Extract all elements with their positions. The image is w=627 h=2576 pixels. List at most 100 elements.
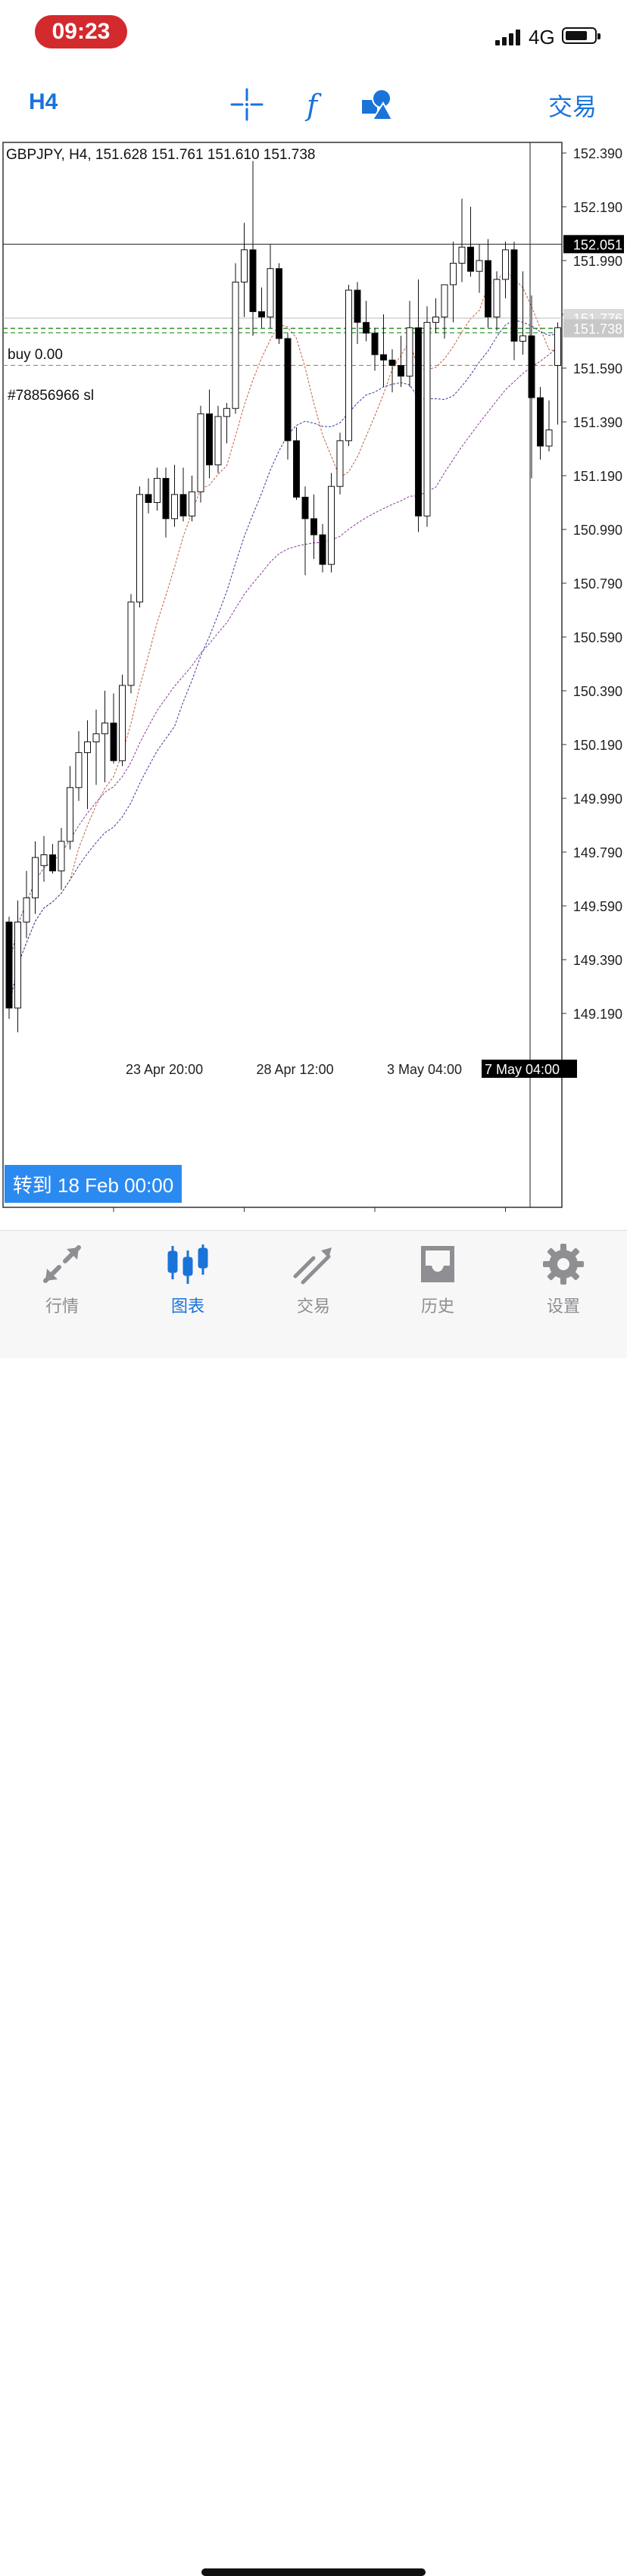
indicators-icon[interactable]: f: [295, 88, 329, 122]
candle: [319, 523, 326, 573]
quotes-icon: [39, 1241, 85, 1287]
candle-body: [354, 289, 361, 323]
candle: [101, 691, 108, 782]
candle-body: [223, 407, 230, 417]
candle: [502, 242, 509, 298]
candle-body: [67, 787, 73, 842]
candle: [310, 494, 317, 560]
price-tick-label: 149.190: [573, 1007, 622, 1022]
candle-body: [136, 494, 143, 603]
candle-body: [406, 327, 413, 377]
candle: [398, 336, 404, 387]
candle: [154, 467, 161, 511]
candle-body: [502, 249, 509, 280]
candle-body: [162, 478, 170, 520]
candle: [519, 271, 526, 355]
candle: [58, 828, 65, 890]
tab-quotes[interactable]: 行情: [17, 1241, 108, 1325]
tab-chart[interactable]: 图表: [142, 1241, 233, 1325]
candle: [528, 295, 535, 479]
candle-body: [267, 268, 274, 318]
candle: [284, 333, 292, 460]
price-tick-label: 149.790: [573, 845, 622, 860]
timeframe-button[interactable]: H4: [29, 89, 58, 114]
candle-body: [101, 723, 108, 735]
candle: [49, 844, 56, 874]
ma-mid-line: [8, 319, 558, 1008]
price-tick-label: 150.390: [573, 684, 622, 699]
tab-trade[interactable]: 交易: [268, 1241, 359, 1325]
goto-date-button[interactable]: 转到 18 Feb 00:00: [5, 1165, 182, 1203]
candle: [485, 239, 491, 328]
candle-body: [371, 333, 379, 355]
price-tick-label: 150.990: [573, 523, 622, 538]
candle-body: [23, 897, 30, 923]
home-indicator: [201, 2568, 426, 2576]
candle: [179, 467, 187, 522]
candle-body: [467, 246, 474, 272]
candle-body: [423, 322, 431, 517]
candle: [75, 731, 83, 801]
order-label: buy 0.00: [8, 347, 63, 363]
crosshair-price-label: 152.051: [573, 237, 622, 252]
chart-canvas[interactable]: 152.390152.190151.990151.790151.590151.3…: [0, 138, 627, 1212]
tab-label: 历史: [420, 1297, 454, 1316]
candle-body: [92, 733, 100, 742]
objects-icon[interactable]: [360, 88, 394, 121]
candle: [197, 405, 204, 503]
candle-body: [510, 249, 518, 342]
price-tick-label: 149.390: [573, 953, 622, 968]
candles-icon: [165, 1241, 211, 1287]
candle: [545, 400, 553, 452]
candle-body: [284, 338, 292, 442]
candle-body: [432, 317, 439, 323]
price-tick-label: 149.990: [573, 792, 622, 807]
candle: [345, 284, 352, 446]
candle: [67, 766, 73, 850]
price-chart[interactable]: 152.390152.190151.990151.790151.590151.3…: [0, 138, 627, 1212]
candle-body: [276, 268, 282, 339]
tab-label: 图表: [170, 1297, 204, 1316]
tab-settings[interactable]: 设置: [518, 1241, 609, 1325]
ask-price-label-bg: [563, 319, 624, 338]
candle-body: [528, 335, 535, 398]
candle-body: [415, 327, 422, 517]
price-tick-label: 151.390: [573, 415, 622, 430]
candle: [388, 349, 396, 392]
candle-body: [110, 723, 117, 761]
candle-body: [206, 413, 213, 466]
candle-body: [441, 284, 448, 318]
signal-icon: [495, 29, 521, 45]
candle: [441, 284, 448, 339]
price-tick-label: 151.990: [573, 254, 622, 269]
candle: [267, 244, 274, 328]
candle: [354, 282, 361, 345]
candle-body: [249, 249, 257, 312]
candle: [171, 464, 178, 527]
price-tick-label: 150.790: [573, 576, 622, 592]
candle-body: [345, 289, 352, 442]
crosshair-icon[interactable]: [230, 88, 264, 121]
candle-body: [58, 841, 65, 872]
trade-button[interactable]: 交易: [547, 93, 597, 120]
candle-body: [189, 491, 195, 517]
candle-body: [154, 478, 161, 503]
candle-body: [493, 279, 501, 318]
candle-body: [537, 397, 544, 447]
candle: [301, 486, 309, 576]
candle: [119, 674, 126, 767]
candle-body: [75, 752, 83, 788]
trade-icon: [291, 1241, 336, 1287]
candle: [336, 432, 344, 495]
candle: [84, 720, 91, 810]
sl-label: #78856966 sl: [8, 388, 94, 404]
candle-body: [49, 854, 56, 872]
moving-averages: [8, 270, 558, 1008]
candle-body: [241, 249, 248, 283]
battery-icon: [562, 27, 600, 44]
candle: [127, 594, 135, 694]
candle-body: [232, 281, 239, 409]
price-tick-label: 151.190: [573, 469, 622, 484]
tab-history[interactable]: 历史: [392, 1241, 483, 1325]
